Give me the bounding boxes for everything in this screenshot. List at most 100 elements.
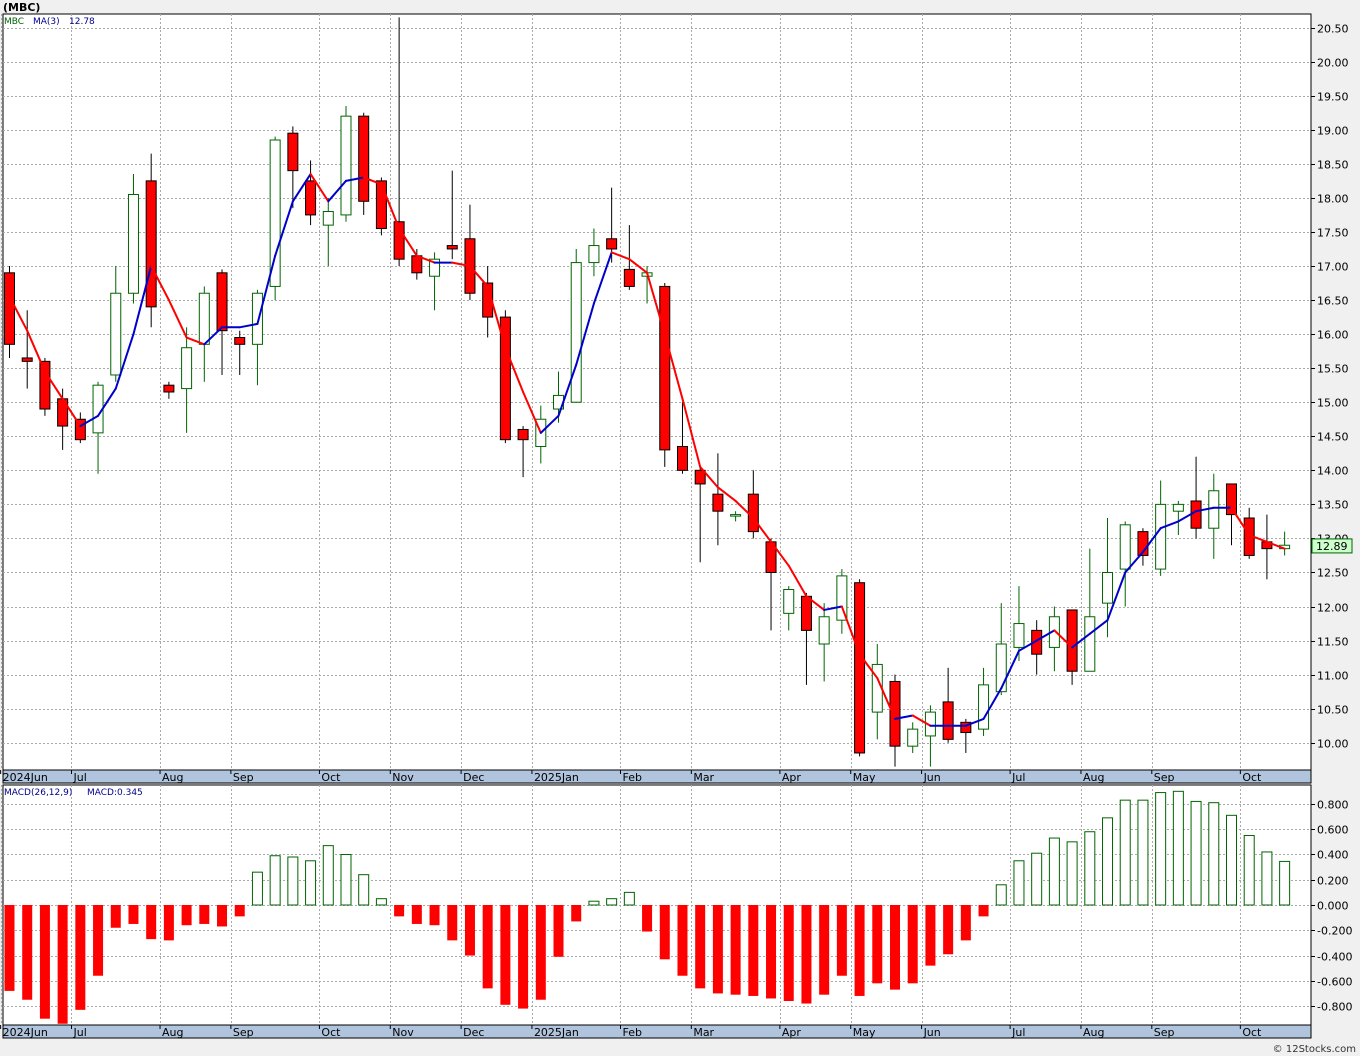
ma3-segment <box>894 714 914 720</box>
candle-body-down <box>375 180 387 230</box>
macd-xtick-label: Sep <box>233 1026 254 1039</box>
price-ytick-label: 15.50 <box>1317 363 1349 376</box>
candle-body-down <box>411 255 423 274</box>
price-ytick-label: 19.00 <box>1317 125 1349 138</box>
macd-bar-negative <box>535 905 546 1000</box>
price-ytick-label: 20.50 <box>1317 23 1349 36</box>
macd-ytick-label: 0.800 <box>1317 799 1349 812</box>
ma3-segment <box>43 370 64 400</box>
price-xtick-label: Mar <box>693 771 714 784</box>
price-xtick-label: Nov <box>392 771 414 784</box>
candle-body-down <box>234 337 246 345</box>
macd-bar-positive <box>1048 837 1060 906</box>
candle-body-down <box>800 595 812 631</box>
ma3-segment <box>539 414 560 434</box>
ma3-segment <box>309 173 330 203</box>
price-ytick-label: 10.00 <box>1317 738 1349 751</box>
macd-bar-negative <box>766 905 777 999</box>
legend-ma-label: MA(3) <box>33 17 60 27</box>
ma3-segment <box>911 714 932 727</box>
macd-bar-negative <box>854 905 865 996</box>
price-ytick-label: 18.00 <box>1317 193 1349 206</box>
ma3-segment <box>380 183 401 230</box>
ma3-segment <box>1124 551 1144 574</box>
macd-bar-positive <box>340 853 352 906</box>
ma3-segment <box>557 363 578 417</box>
ma3-segment <box>610 251 631 261</box>
price-ytick-label: 18.50 <box>1317 159 1349 172</box>
candle-body-up <box>251 292 263 345</box>
macd-bar-positive <box>623 891 635 906</box>
macd-xtick-label: Dec <box>463 1026 484 1039</box>
macd-xtick-label: Oct <box>1242 1026 1262 1039</box>
macd-bar-negative <box>712 905 723 994</box>
ma3-segment <box>1248 534 1268 543</box>
candle-body-up <box>1048 616 1060 648</box>
macd-bar-positive <box>1084 831 1096 906</box>
ma3-segment <box>451 261 471 267</box>
ma3-segment <box>256 254 277 325</box>
ma3-segment <box>274 200 294 257</box>
macd-bar-positive <box>1066 841 1078 906</box>
candle-body-down <box>676 445 688 471</box>
macd-xtick-label: Jul <box>72 1026 86 1039</box>
ma3-segment <box>716 486 737 502</box>
macd-bar-negative <box>819 905 830 995</box>
macd-bar-positive <box>1279 860 1291 906</box>
candle-body-up <box>588 245 600 264</box>
ma3-segment <box>327 179 347 203</box>
price-ytick-label: 13.50 <box>1317 499 1349 512</box>
macd-xtick-label: Sep <box>1154 1026 1175 1039</box>
macd-xtick-label: 2025Jan <box>534 1026 579 1039</box>
candle-body-up <box>1155 503 1167 570</box>
price-ytick-label: 17.00 <box>1317 261 1349 274</box>
price-xtick-label: Dec <box>463 771 484 784</box>
macd-bar-negative <box>571 905 582 922</box>
macd-ytick-label: 0.200 <box>1317 875 1349 888</box>
macd-ytick-label: 0.600 <box>1317 824 1349 837</box>
ma3-segment <box>1195 506 1215 513</box>
macd-bar-positive <box>375 898 387 906</box>
price-ytick-label: 20.00 <box>1317 57 1349 70</box>
price-ytick-label: 19.50 <box>1317 91 1349 104</box>
candle-body-up <box>836 575 848 621</box>
macd-ytick-label: -0.600 <box>1317 976 1352 989</box>
legend-ma-value: 12.78 <box>69 17 95 27</box>
macd-bar-negative <box>695 905 706 989</box>
candle-body-down <box>747 493 759 533</box>
ma3-segment <box>876 677 896 720</box>
ma3-segment <box>1000 649 1020 690</box>
ma3-segment <box>1017 639 1038 652</box>
price-plot-area <box>2 13 1312 771</box>
macd-bar-negative <box>163 905 174 941</box>
candle-body-down <box>446 245 458 250</box>
ma3-segment <box>486 285 507 349</box>
candle-body-down <box>1031 629 1043 655</box>
price-ytick-label: 10.50 <box>1317 704 1349 717</box>
macd-bar-negative <box>553 905 564 957</box>
candle-body-up <box>1172 503 1184 512</box>
candle-body-down <box>606 238 618 250</box>
macd-bar-positive <box>995 884 1007 906</box>
macd-xtick-label: Jul <box>1011 1026 1025 1039</box>
candle-body-up <box>730 514 742 517</box>
macd-bar-positive <box>606 898 618 906</box>
ma3-segment <box>344 176 365 182</box>
macd-bar-negative <box>925 905 936 966</box>
macd-bar-negative <box>677 905 688 976</box>
price-xtick-label: Jul <box>1011 771 1025 784</box>
last-price-tag <box>1311 538 1353 554</box>
legend-macd-value: MACD:0.345 <box>87 788 143 798</box>
macd-bar-negative <box>110 905 121 928</box>
macd-bar-positive <box>1013 860 1025 906</box>
price-xtick-label: 2024Jun <box>3 771 48 784</box>
ma3-segment <box>858 653 879 680</box>
macd-xtick-label: Aug <box>1083 1026 1104 1039</box>
ma3-segment <box>362 176 383 186</box>
macd-bar-negative <box>960 905 971 941</box>
price-xtick-label: Oct <box>321 771 341 784</box>
candle-body-up <box>110 292 122 376</box>
ma3-segment <box>575 302 595 366</box>
candle-body-up <box>340 115 352 216</box>
